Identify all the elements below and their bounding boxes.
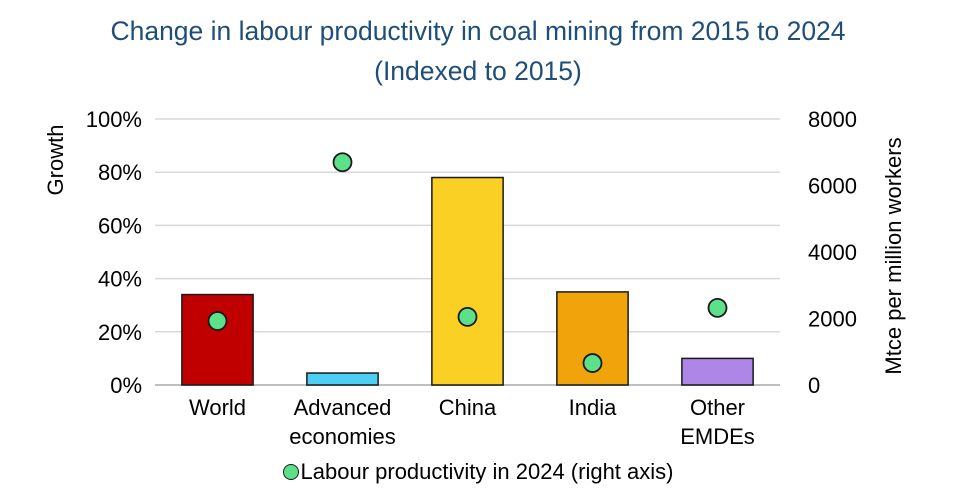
category-label: China: [439, 395, 497, 420]
legend-marker-icon: [282, 464, 299, 480]
category-label: Other: [690, 395, 745, 420]
left-axis-ticks: 0% 20% 40% 60% 80% 100%: [86, 107, 142, 398]
right-tick-label: 4000: [808, 240, 857, 265]
left-axis-label: Growth: [43, 125, 68, 196]
legend: Labour productivity in 2024 (right axis): [0, 459, 956, 485]
right-axis-label: Mtce per million workers: [881, 137, 906, 374]
data-point: [457, 306, 478, 327]
chart-title: Change in labour productivity in coal mi…: [110, 16, 846, 46]
right-axis-ticks: 0 2000 4000 6000 8000: [808, 107, 857, 398]
data-point: [582, 353, 603, 373]
right-tick-label: 6000: [808, 174, 857, 199]
right-tick-label: 0: [808, 373, 820, 398]
category-label: India: [569, 395, 617, 420]
bar: [681, 357, 754, 386]
data-point: [207, 311, 228, 331]
left-tick-label: 100%: [86, 107, 142, 132]
data-point: [707, 297, 728, 318]
bar: [181, 293, 254, 386]
bar: [306, 372, 379, 386]
bar-series: [181, 176, 754, 386]
category-label: Advanced: [294, 395, 392, 420]
left-tick-label: 40%: [98, 267, 142, 292]
right-tick-label: 8000: [808, 107, 857, 132]
legend-label: Labour productivity in 2024 (right axis): [300, 459, 674, 484]
data-point: [332, 152, 353, 173]
left-tick-label: 80%: [98, 160, 142, 185]
category-label: EMDEs: [680, 424, 755, 449]
category-labels: World Advanced economies China India Other EMD…: [189, 395, 755, 449]
left-tick-label: 20%: [98, 320, 142, 345]
chart-subtitle: (Indexed to 2015): [374, 56, 582, 86]
bar: [431, 176, 504, 386]
left-tick-label: 0%: [110, 373, 142, 398]
right-tick-label: 2000: [808, 307, 857, 332]
category-label: economies: [289, 424, 395, 449]
category-label: World: [189, 395, 246, 420]
scatter-series: [207, 152, 728, 373]
left-tick-label: 60%: [98, 213, 142, 238]
